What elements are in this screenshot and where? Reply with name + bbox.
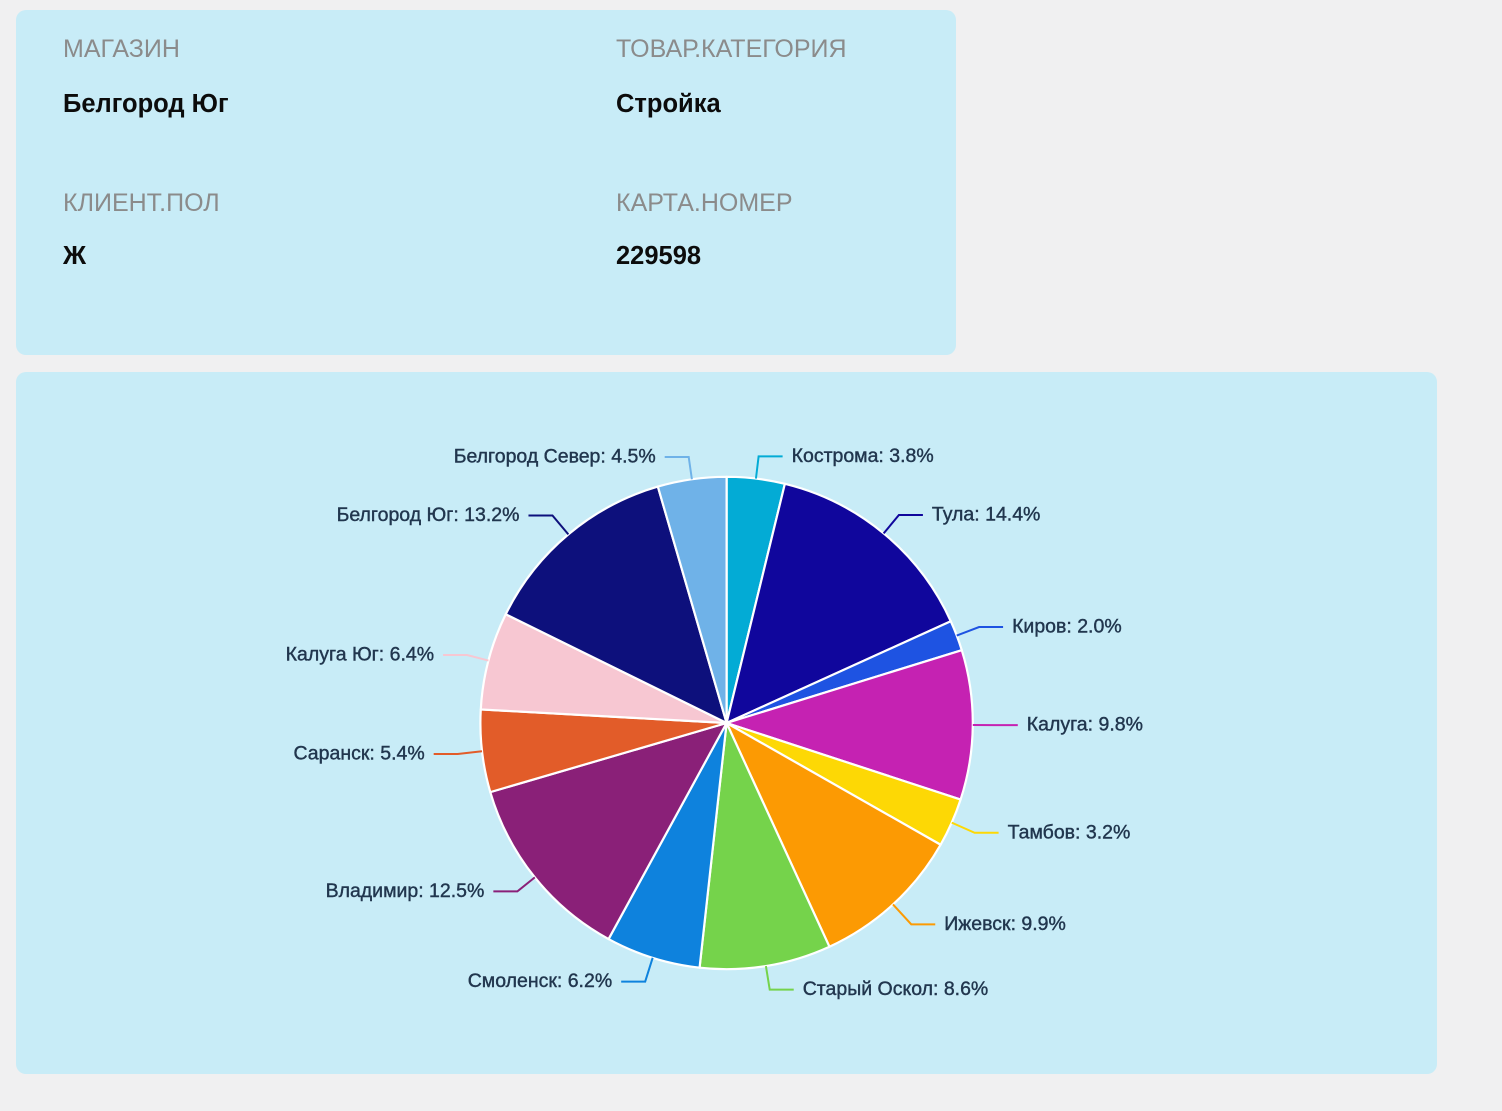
svg-text:Белгород Север: 4.5%: Белгород Север: 4.5% [454,445,656,467]
svg-text:Тамбов: 3.2%: Тамбов: 3.2% [1008,821,1131,843]
svg-text:Смоленск: 6.2%: Смоленск: 6.2% [468,970,612,992]
svg-text:Белгород Юг: 13.2%: Белгород Юг: 13.2% [337,504,520,526]
svg-text:Тула: 14.4%: Тула: 14.4% [932,504,1040,526]
svg-text:Владимир: 12.5%: Владимир: 12.5% [326,880,485,902]
svg-text:Ижевск: 9.9%: Ижевск: 9.9% [944,913,1066,935]
svg-text:Калуга: 9.8%: Калуга: 9.8% [1027,714,1143,736]
svg-text:Калуга Юг: 6.4%: Калуга Юг: 6.4% [286,643,434,665]
svg-text:Саранск: 5.4%: Саранск: 5.4% [294,743,425,765]
svg-text:Кострома: 3.8%: Кострома: 3.8% [792,445,934,467]
svg-text:Киров: 2.0%: Киров: 2.0% [1012,616,1122,638]
svg-text:Старый Оскол: 8.6%: Старый Оскол: 8.6% [803,978,989,1000]
